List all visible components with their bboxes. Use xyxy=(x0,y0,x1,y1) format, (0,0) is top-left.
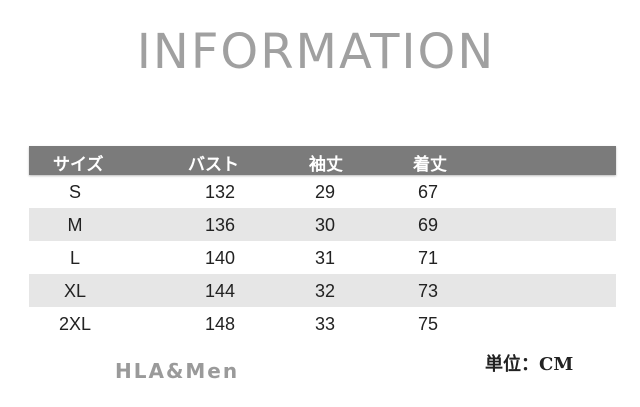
cell-size: S xyxy=(68,182,82,202)
cell-bust: 136 xyxy=(204,215,236,235)
cell-size: 2XL xyxy=(58,314,92,334)
cell-sleeve: 31 xyxy=(314,248,336,268)
unit-label: 単位：CM xyxy=(485,354,574,375)
brand-watermark: HLA&Men xyxy=(115,359,240,383)
cell-size: M xyxy=(67,215,83,235)
cell-bust: 148 xyxy=(204,314,236,334)
cell-length: 73 xyxy=(417,281,439,301)
cell-length: 69 xyxy=(417,215,439,235)
header-bust: バスト xyxy=(188,155,239,175)
table-row: 2XL 148 33 75 xyxy=(29,307,616,340)
size-table: サイズ バスト 袖丈 着丈 S 132 29 67 M 136 30 69 L 140 31 71 XL… xyxy=(29,146,616,340)
table-row: L 140 31 71 xyxy=(29,241,616,274)
cell-length: 67 xyxy=(417,182,439,202)
header-length: 着丈 xyxy=(413,155,447,175)
cell-sleeve: 32 xyxy=(314,281,336,301)
cell-sleeve: 30 xyxy=(314,215,336,235)
table-row: S 132 29 67 xyxy=(29,175,616,208)
cell-size: L xyxy=(69,248,81,268)
cell-bust: 144 xyxy=(204,281,236,301)
cell-length: 71 xyxy=(417,248,439,268)
table-header: サイズ バスト 袖丈 着丈 xyxy=(29,146,616,175)
cell-sleeve: 29 xyxy=(314,182,336,202)
header-sleeve: 袖丈 xyxy=(309,155,343,175)
cell-bust: 132 xyxy=(204,182,236,202)
cell-length: 75 xyxy=(417,314,439,334)
table-row: XL 144 32 73 xyxy=(29,274,616,307)
cell-size: XL xyxy=(63,281,87,301)
table-row: M 136 30 69 xyxy=(29,208,616,241)
header-size: サイズ xyxy=(53,155,104,175)
cell-sleeve: 33 xyxy=(314,314,336,334)
page-title: INFORMATION xyxy=(136,24,496,80)
cell-bust: 140 xyxy=(204,248,236,268)
